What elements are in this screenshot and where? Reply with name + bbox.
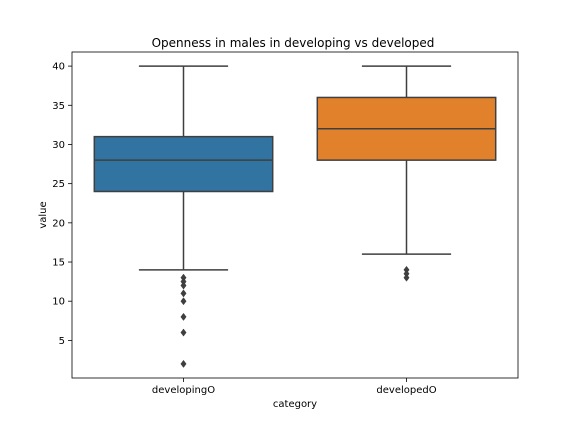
outlier-point: [403, 273, 410, 282]
box-body: [93, 135, 274, 193]
y-tick-label: 10: [52, 297, 65, 308]
x-axis-label: category: [273, 399, 317, 410]
plot-area-frame: [71, 51, 519, 379]
y-tick-label: 25: [52, 179, 65, 190]
box-developingO: [93, 65, 274, 368]
x-tick-label: developedO: [376, 385, 436, 396]
outlier-point: [180, 312, 187, 321]
chart-title: Openness in males in developing vs devel…: [152, 36, 435, 50]
box-series: [93, 65, 497, 368]
outlier-point: [180, 297, 187, 306]
outlier-point: [180, 281, 187, 290]
y-axis-label: value: [38, 201, 49, 228]
box-developedO: [316, 65, 497, 282]
x-axis: developingO developedO: [152, 378, 437, 396]
y-tick-label: 15: [52, 258, 65, 269]
y-tick-label: 20: [52, 218, 65, 229]
y-tick-label: 30: [52, 140, 65, 151]
x-tick-label: developingO: [152, 385, 215, 396]
y-tick-label: 35: [52, 101, 65, 112]
y-tick-label: 5: [59, 336, 65, 347]
outlier-point: [180, 328, 187, 337]
outlier-point: [180, 359, 187, 368]
y-tick-label: 40: [52, 62, 65, 73]
y-axis: 5 10 15 20 25 30 35 40: [52, 62, 72, 347]
outlier-point: [180, 289, 187, 298]
